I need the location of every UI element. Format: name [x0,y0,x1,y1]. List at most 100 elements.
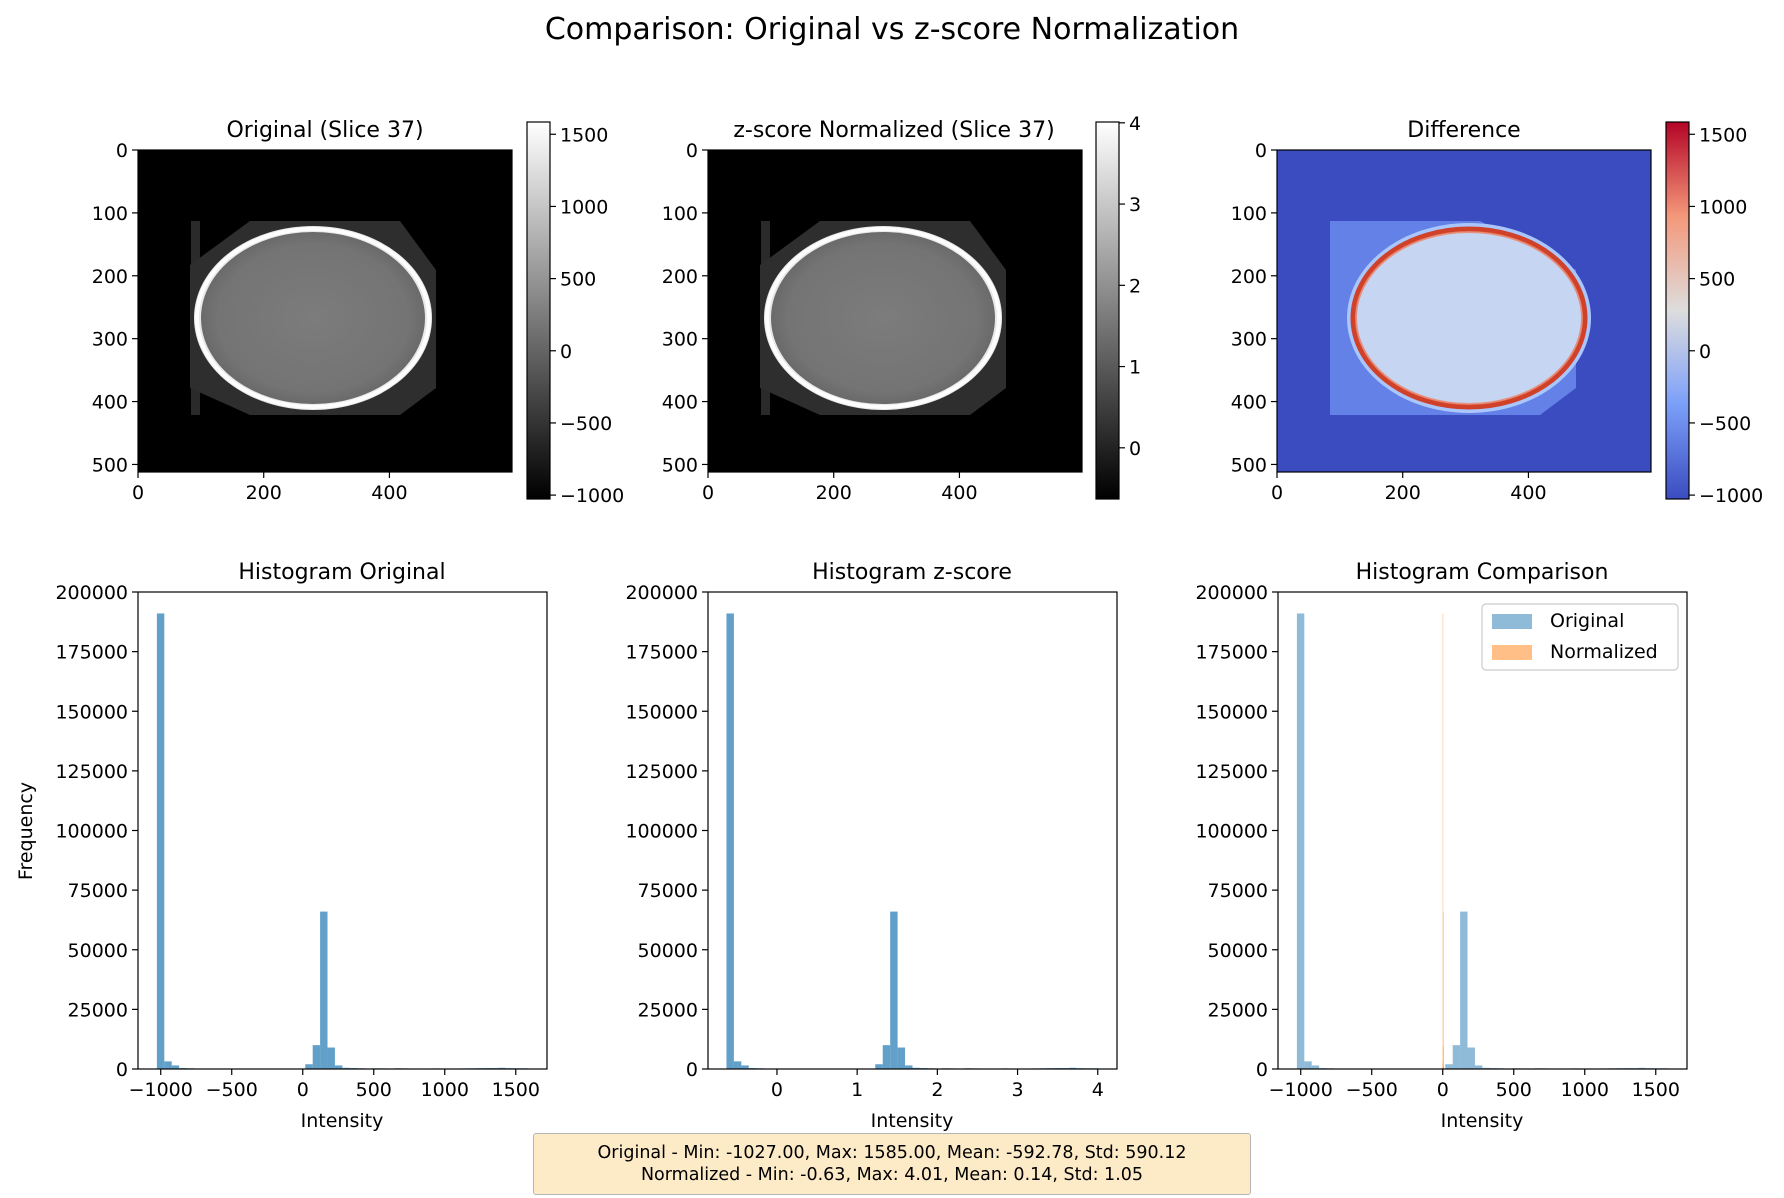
histogram-bar [334,1065,343,1069]
x-tick-label: 0 [1437,1079,1449,1101]
y-tick-label: 50000 [638,940,698,962]
colorbar-tick-label: 1500 [560,124,608,146]
difference-image-axes: 0 200 400 0 100 200 300 400 500 [1231,140,1547,504]
histogram-bar [726,613,734,1069]
histogram-bar [733,1061,742,1069]
y-tick-label: 200000 [1195,582,1268,604]
hist-original-title: Histogram Original [238,560,445,585]
x-tick-label: 1000 [1561,1079,1609,1101]
y-tick-label: 200 [92,266,128,288]
y-tick-label: 75000 [1208,880,1268,902]
y-tick-label: 175000 [625,642,698,664]
histogram-bar [741,1065,749,1069]
y-tick-label: 50000 [1208,940,1268,962]
original-image-title: Original (Slice 37) [226,118,423,143]
colorbar-tick-label: 500 [1699,269,1735,291]
x-tick-label: 200 [1385,482,1421,504]
histogram-bar [312,1045,321,1069]
histogram-bar [320,911,328,1069]
y-tick-label: 150000 [55,701,128,723]
histogram-bar [171,1065,180,1069]
colorbar-tick-label: −500 [560,413,612,435]
histogram-bar [1467,1047,1475,1069]
colorbar-tick-label: 1000 [560,196,608,218]
x-tick-label: 400 [371,482,407,504]
difference-colorbar [1665,121,1690,500]
hist-comparison-legend: Original Normalized [1481,603,1679,671]
hist-zscore-panel: Histogram z-score 0 1 2 3 4 0 25000 50000 75000 1… [625,560,1118,1132]
histogram-bar [905,1065,913,1069]
zscore-image-title: z-score Normalized (Slice 37) [733,118,1054,143]
figure-title: Comparison: Original vs z-score Normaliz… [545,12,1239,47]
zscore-image-axes: 0 200 400 0 100 200 300 400 500 [662,140,978,504]
x-tick-label: 400 [1510,482,1546,504]
x-tick-label: 200 [246,482,282,504]
x-tick-label: 400 [941,482,977,504]
y-tick-label: 100000 [625,821,698,843]
y-tick-label: 125000 [55,761,128,783]
hist-original-panel: Histogram Original −1000 −500 0 500 1000 1500… [15,560,548,1132]
y-tick-label: 300 [1231,329,1267,351]
colorbar-tick-label: 3 [1129,194,1141,216]
x-tick-label: −500 [1346,1079,1398,1101]
colorbar-tick-label: 0 [560,341,572,363]
histogram-bar [1452,1045,1461,1069]
hist-zscore-xlabel: Intensity [871,1110,954,1132]
zscore-ct-image [708,150,1082,472]
hist-comparison-panel: Histogram Comparison −1000 −500 0 500 1000 15… [1195,560,1688,1132]
x-tick-label: −1000 [129,1079,193,1101]
y-tick-label: 25000 [638,999,698,1021]
colorbar-tick-label: 1 [1129,357,1141,379]
y-tick-label: 200 [662,266,698,288]
y-tick-label: 200 [1231,266,1267,288]
x-tick-label: 500 [1496,1079,1532,1101]
y-tick-label: 400 [662,392,698,414]
x-tick-label: 1 [851,1079,863,1101]
y-tick-label: 100 [92,203,128,225]
y-tick-label: 500 [1231,454,1267,476]
histogram-bar [875,1064,883,1069]
colorbar-tick-label: 0 [1129,438,1141,460]
histogram-bar [1296,613,1305,1069]
x-tick-label: 0 [1271,482,1283,504]
histogram-bar [156,613,165,1069]
colorbar-tick-label: −500 [1699,413,1751,435]
zscore-image-panel: z-score Normalized (Slice 37) 0 200 400010… [662,113,1141,504]
x-tick-label: 1500 [1632,1079,1680,1101]
histogram-bar [890,911,898,1069]
hist-original-xlabel: Intensity [301,1110,384,1132]
y-tick-label: 500 [92,454,128,476]
x-tick-label: 0 [771,1079,783,1101]
y-tick-label: 75000 [68,880,128,902]
x-tick-label: 200 [816,482,852,504]
colorbar-tick-label: 1000 [1699,196,1747,218]
histogram-bar [327,1047,335,1069]
stats-original-line: Original - Min: -1027.00, Max: 1585.00, … [597,1143,1187,1163]
y-tick-label: 150000 [1195,701,1268,723]
histogram-bar [164,1061,172,1069]
hist-comparison-title: Histogram Comparison [1356,560,1609,585]
histogram-bar [1442,911,1444,1069]
difference-image [1277,150,1651,472]
y-tick-label: 125000 [1195,761,1268,783]
original-colorbar [526,121,551,500]
colorbar-tick-label: 4 [1129,113,1141,135]
y-tick-label: 0 [116,1059,128,1081]
histogram-bar [1474,1065,1483,1069]
histogram-bar [1304,1061,1312,1069]
y-tick-label: 100000 [1195,821,1268,843]
hist-comparison-xlabel: Intensity [1441,1110,1524,1132]
colorbar-tick-label: −1000 [560,485,624,507]
original-ct-image [138,150,512,472]
colorbar-tick-label: −1000 [1699,485,1763,507]
histogram-bar [882,1045,891,1069]
y-tick-label: 50000 [68,940,128,962]
y-tick-label: 100000 [55,821,128,843]
zscore-colorbar [1095,121,1120,500]
legend-swatch-original [1492,614,1532,629]
x-tick-label: −1000 [1269,1079,1333,1101]
y-tick-label: 400 [1231,392,1267,414]
histogram-bar [1442,613,1444,1069]
y-tick-label: 125000 [625,761,698,783]
